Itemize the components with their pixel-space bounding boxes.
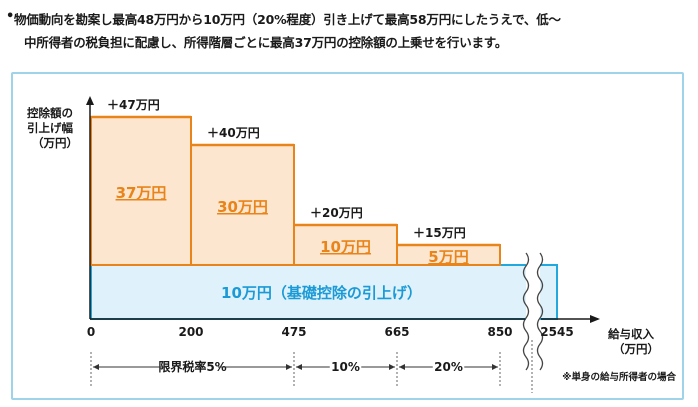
tier-bar-1	[90, 116, 192, 266]
tier-inner-label-4: 5万円	[428, 248, 468, 266]
footnote: ※単身の給与所得者の場合	[562, 371, 676, 383]
rate-arrow-right-2	[389, 364, 395, 370]
tier-inner-label-3: 10万円	[320, 238, 371, 256]
rate-label-2: 10%	[331, 360, 360, 374]
x-tick-475: 475	[281, 325, 306, 339]
x-axis-label-2: （万円）	[613, 342, 659, 356]
axis-break-right	[536, 252, 544, 371]
y-axis-arrow	[86, 96, 94, 105]
tier-inner-label-2: 30万円	[217, 198, 268, 216]
tier-total-label-2: ＋40万円	[207, 126, 260, 140]
intro-line-1: 物価動向を勘案し最高48万円から10万円（20%程度）引き上げて最高58万円にし…	[14, 12, 561, 27]
bullet: •	[6, 9, 15, 24]
x-tick-0: 0	[87, 325, 95, 339]
x-tick-665: 665	[384, 325, 409, 339]
rate-arrow-left-1	[93, 364, 99, 370]
tier-total-label-1: ＋47万円	[107, 98, 160, 112]
rate-arrow-right-1	[286, 364, 292, 370]
x-tick-2545: 2545	[540, 325, 573, 339]
base-label: 10万円（基礎控除の引上げ）	[221, 284, 422, 302]
x-axis-arrow	[590, 315, 600, 323]
rate-arrow-left-2	[296, 364, 302, 370]
x-tick-200: 200	[178, 325, 203, 339]
y-axis-label-3: （万円）	[32, 136, 78, 150]
intro-text: • 物価動向を勘案し最高48万円から10万円（20%程度）引き上げて最高58万円…	[0, 0, 698, 60]
axis-break-left	[522, 252, 530, 371]
x-tick-850: 850	[487, 325, 512, 339]
tier-total-label-3: ＋20万円	[310, 206, 363, 220]
rate-arrow-left-3	[399, 364, 405, 370]
rate-label-1: 限界税率5%	[158, 359, 226, 374]
tier-bar-3	[293, 224, 398, 266]
rate-arrow-right-3	[492, 364, 498, 370]
axis-break-gap	[526, 263, 540, 343]
y-axis-label-2: 引上げ幅	[27, 121, 73, 135]
tier-inner-label-1: 37万円	[116, 184, 167, 202]
y-axis-label-1: 控除額の	[27, 106, 73, 120]
intro-line-2: 中所得者の税負担に配慮し、所得階層ごとに最高37万円の控除額の上乗せを行います。	[24, 35, 508, 50]
x-axis-label-1: 給与収入	[608, 327, 654, 341]
tier-total-label-4: ＋15万円	[413, 226, 466, 240]
base-band	[90, 264, 558, 320]
rate-label-3: 20%	[434, 360, 463, 374]
